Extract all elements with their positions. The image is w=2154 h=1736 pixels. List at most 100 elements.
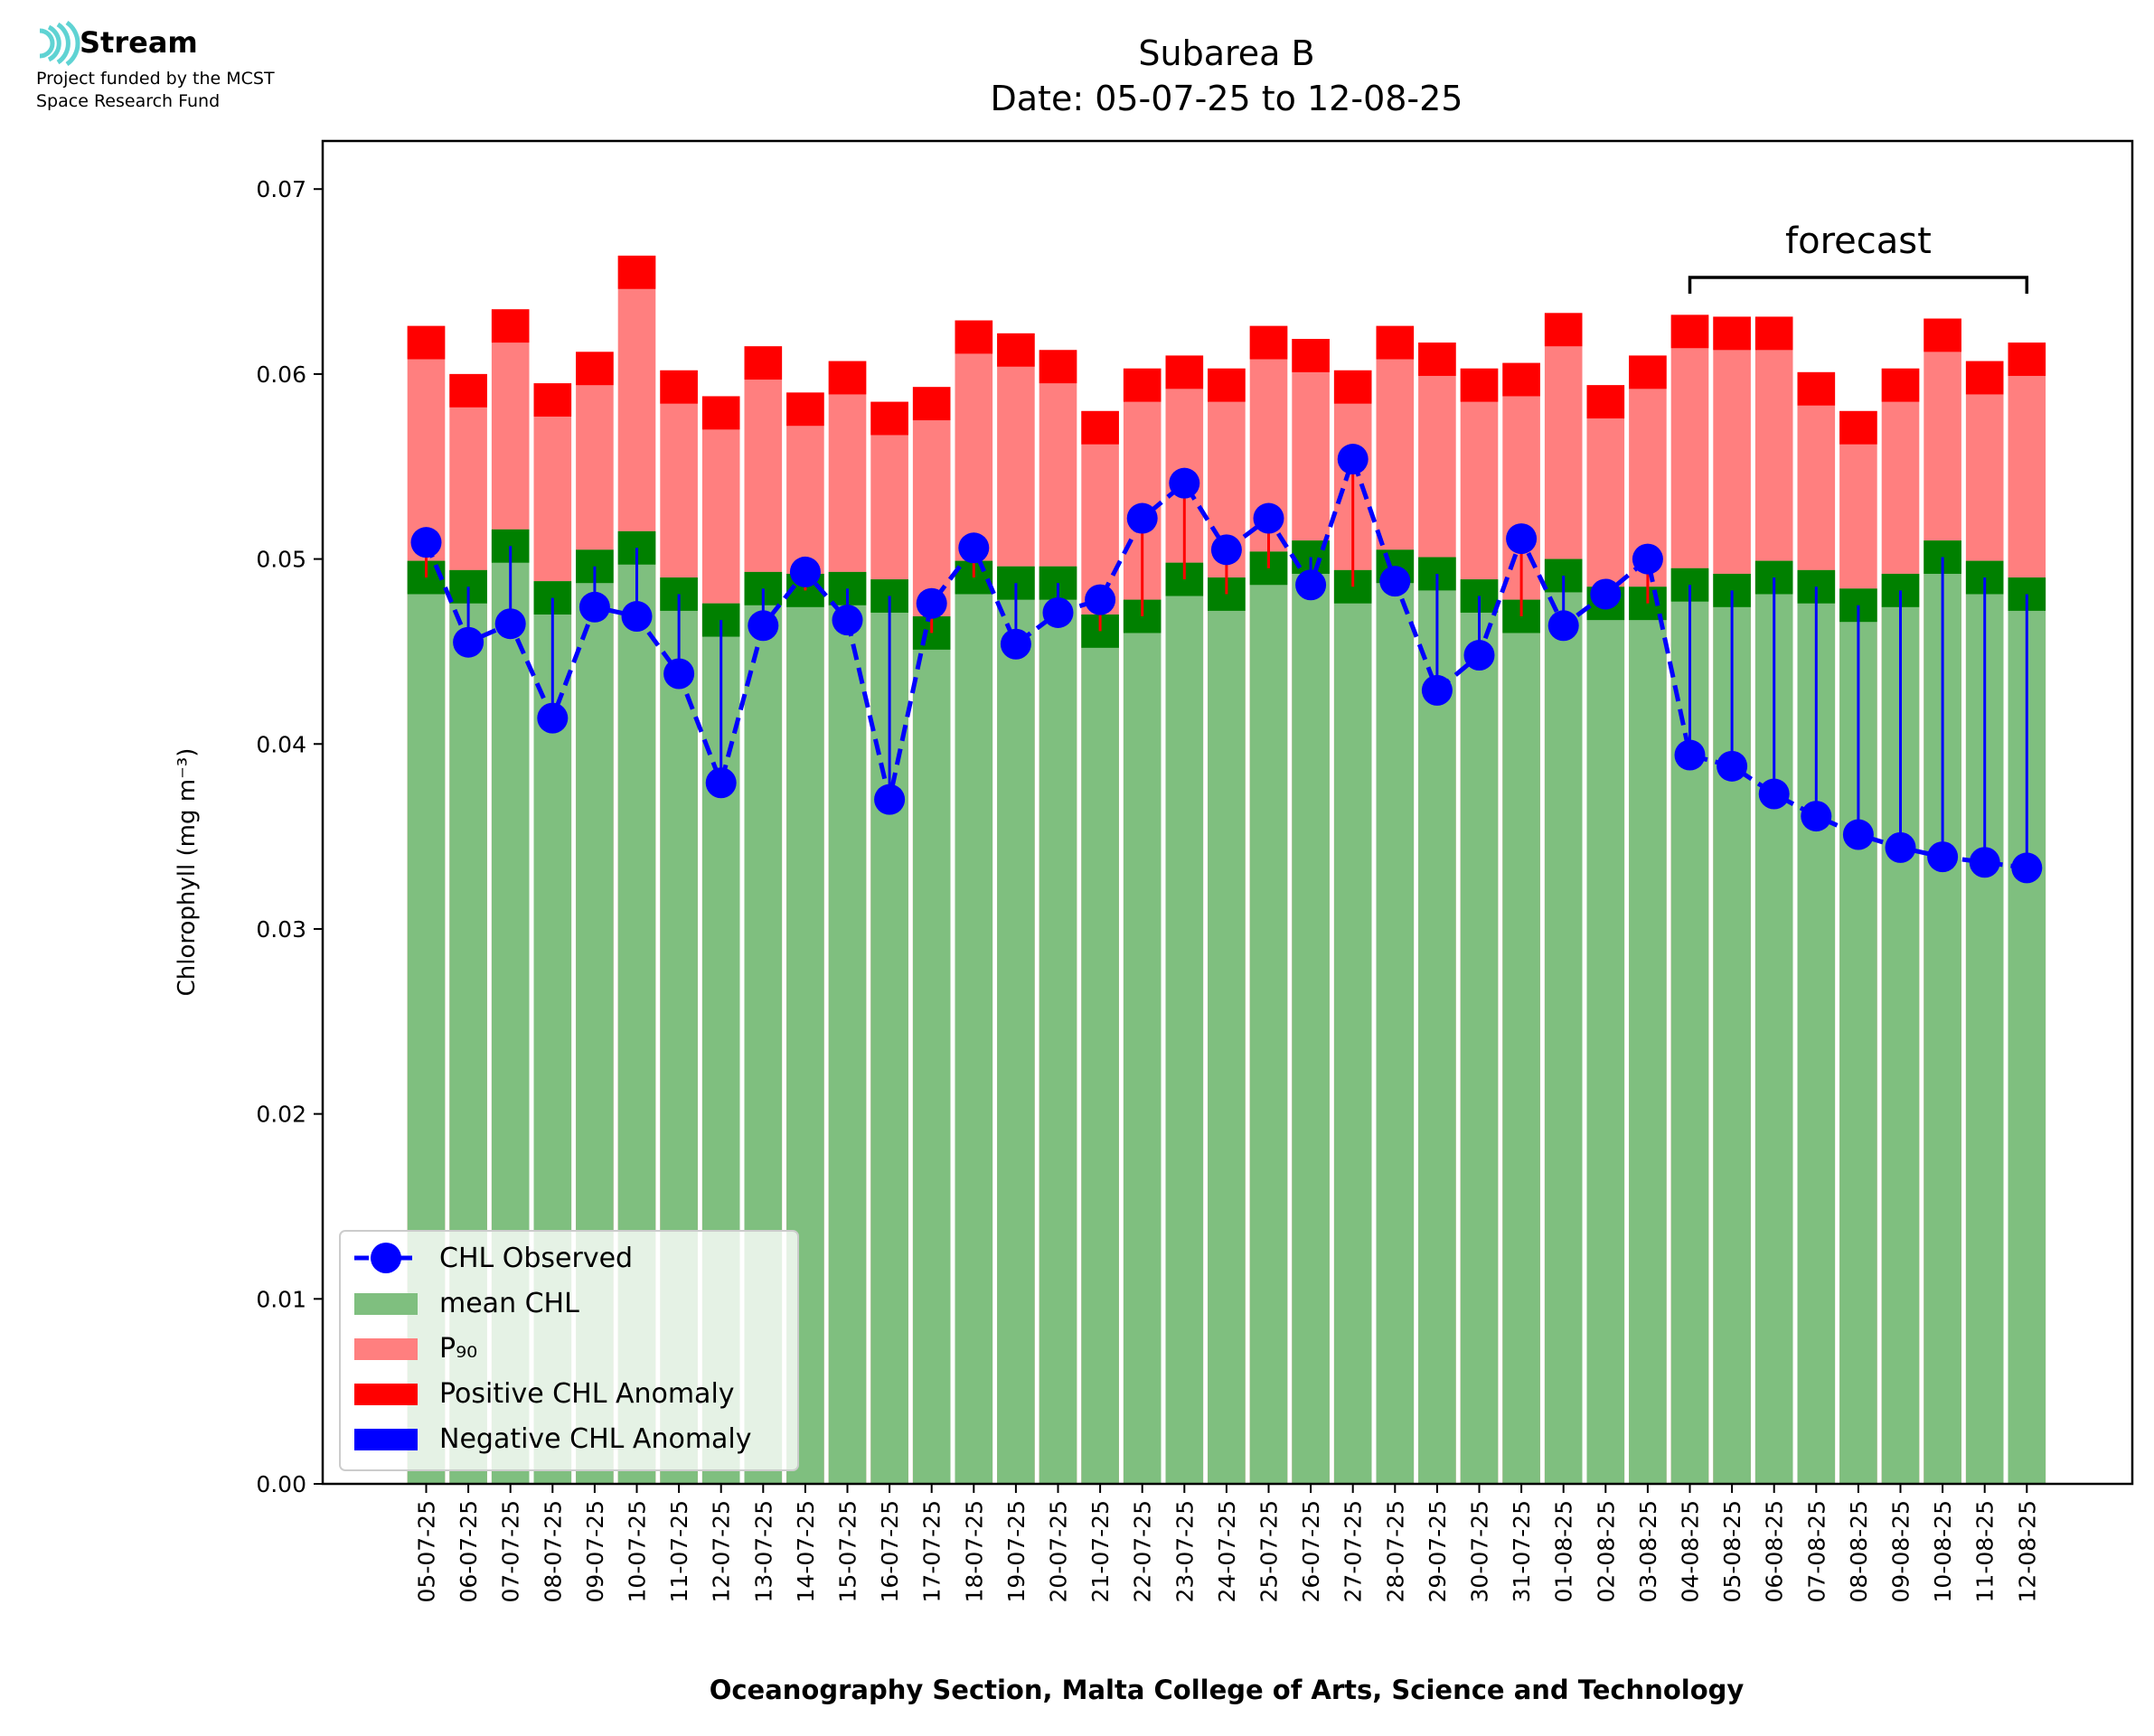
x-tick-label: 29-07-25 [1425,1500,1451,1602]
x-tick-label: 04-08-25 [1678,1500,1704,1602]
mean-bar [1249,551,1288,1484]
mean-bar [1123,599,1162,1484]
x-tick-label: 09-07-25 [582,1500,608,1602]
x-tick-label: 09-08-25 [1888,1500,1914,1602]
p90-band [786,392,824,427]
observed-point [1421,674,1453,706]
x-tick-label: 08-08-25 [1846,1500,1872,1602]
observed-point [1717,750,1748,782]
logo-line-1: Project funded by the MCST [36,69,275,89]
mean-bar [1165,562,1204,1484]
y-tick-label: 0.02 [256,1102,306,1128]
observed-point [1253,502,1284,534]
bars-layer [407,255,2046,1485]
mean-bar [1292,540,1330,1484]
p90-band [955,320,993,354]
x-tick-label: 26-07-25 [1298,1500,1324,1602]
p90-band [1123,368,1162,402]
observed-point [916,587,947,619]
mean-bar [828,571,867,1484]
mean-bar [1208,577,1246,1484]
p90-band [1039,350,1077,384]
x-tick-label: 18-07-25 [961,1500,987,1602]
x-tick-label: 05-08-25 [1719,1500,1745,1602]
x-tick-label: 31-07-25 [1509,1500,1535,1602]
p90-band [1460,368,1499,402]
observed-point [1337,444,1369,475]
observed-point [705,767,737,799]
observed-point [874,784,906,815]
x-tick-label: 12-07-25 [709,1500,735,1602]
p90-band [407,325,446,360]
p90-band [617,255,656,289]
y-tick-label: 0.07 [256,176,306,202]
p90-band [1544,313,1583,347]
p90-band [449,373,487,408]
observed-point [1295,569,1327,601]
x-tick-label: 12-08-25 [2014,1500,2040,1602]
y-tick-label: 0.05 [256,547,306,573]
x-tick-label: 16-07-25 [877,1500,903,1602]
forecast-bracket-line [1688,276,2029,294]
observed-point [1842,819,1874,850]
observed-point [2011,852,2043,884]
x-tick-label: 22-07-25 [1130,1500,1156,1602]
x-tick-label: 23-07-25 [1171,1500,1198,1602]
observed-point [958,532,990,564]
p90-band [576,352,614,386]
x-tick-label: 07-07-25 [498,1500,524,1602]
x-tick-label: 19-07-25 [1003,1500,1030,1602]
legend-mean-swatch [354,1293,418,1315]
legend-label: CHL Observed [439,1243,633,1274]
legend-label: Positive CHL Anomaly [439,1378,735,1410]
plot-frame [321,139,2134,1486]
x-tick-label: 10-07-25 [625,1500,651,1602]
wave-icon [39,20,80,67]
x-tick-label: 21-07-25 [1087,1500,1114,1602]
mean-bar [1502,599,1540,1484]
x-tick-label: 10-08-25 [1930,1500,1956,1602]
legend-label: mean CHL [439,1288,579,1319]
x-tick-label: 13-07-25 [750,1500,776,1602]
x-tick-label: 27-07-25 [1340,1500,1367,1602]
p90-band [491,309,530,343]
p90-band [1502,362,1540,397]
p90-band [1292,339,1330,372]
legend-negative-swatch [354,1429,418,1450]
mean-bar [1081,614,1119,1484]
p90-band [1165,355,1204,389]
p90-band [1713,316,1751,351]
x-tick-label: 20-07-25 [1046,1500,1072,1602]
mean-bar [955,560,993,1484]
mean-bar [1418,557,1456,1485]
p90-band [1586,385,1625,419]
x-tick-label: 06-07-25 [456,1500,482,1602]
p90-band [1629,355,1667,389]
mean-bar [997,566,1035,1484]
observed-point [832,605,863,636]
legend-positive-swatch [354,1384,418,1405]
observed-point [453,626,484,658]
x-tick-label: 24-07-25 [1214,1500,1240,1602]
logo-line-2: Space Research Fund [36,91,220,111]
x-tick-label: 05-07-25 [414,1500,440,1602]
observed-point [789,556,821,587]
observed-point [1042,596,1074,628]
x-tick-label: 28-07-25 [1382,1500,1408,1602]
logo-name: Stream [80,25,198,60]
x-tick-label: 30-07-25 [1467,1500,1493,1602]
p90-band [660,370,698,404]
y-tick-label: 0.04 [256,731,306,757]
p90-band [1754,316,1793,351]
p90-band [912,387,951,421]
p90-band [533,383,572,417]
observed-point [1210,534,1242,566]
chart-subtitle: Date: 05-07-25 to 12-08-25 [991,79,1463,118]
x-tick-label: 01-08-25 [1551,1500,1577,1602]
mean-bar [1544,558,1583,1484]
forecast-label: forecast [1785,221,1932,262]
observed-point [1758,778,1790,810]
x-tick-label: 08-07-25 [540,1500,566,1602]
mean-bar [1629,586,1667,1484]
